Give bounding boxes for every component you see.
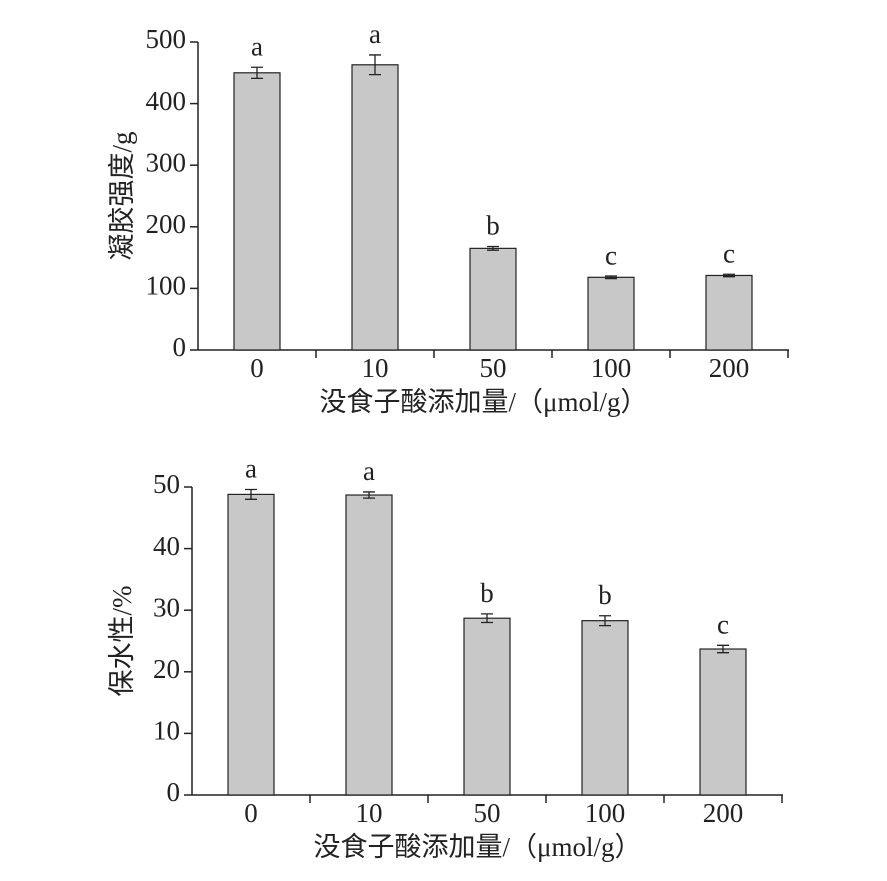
bar [463,617,511,796]
y-tick-label: 200 [146,209,187,239]
significance-letter: a [245,454,257,484]
y-tick-label: 50 [153,469,180,499]
x-tick-label: 200 [709,353,750,383]
significance-letter: b [598,580,612,610]
significance-letter: a [369,19,381,49]
y-tick-label: 0 [173,332,187,362]
error-bar [605,275,617,280]
x-axis-title: 没食子酸添加量/（μmol/g） [320,387,648,417]
y-tick-label: 0 [167,777,181,807]
error-bar [599,615,611,627]
x-tick-label: 200 [703,798,744,828]
bar [227,493,275,796]
bar [469,247,517,351]
x-tick-label: 50 [474,798,501,828]
x-tick-label: 10 [356,798,383,828]
bar [233,72,281,351]
y-tick-label: 30 [153,592,180,622]
y-axis-title: 保水性/% [107,586,137,697]
x-tick-label: 100 [585,798,626,828]
bar [587,276,635,351]
x-axis-title: 没食子酸添加量/（μmol/g） [314,832,642,862]
error-bar [723,273,735,278]
y-tick-label: 400 [146,86,187,116]
y-tick-label: 40 [153,531,180,561]
significance-letter: c [723,238,735,268]
significance-letter: a [251,31,263,61]
y-axis-title: 凝胶强度/g [107,131,137,260]
bar [581,620,629,796]
significance-letter: b [480,578,494,608]
x-tick-label: 0 [244,798,258,828]
bar [699,648,747,796]
significance-letter: c [717,610,729,640]
bar [705,274,753,351]
y-tick-label: 300 [146,147,187,177]
error-bar [363,491,375,499]
x-tick-label: 0 [250,353,264,383]
y-tick-label: 500 [146,24,187,54]
error-bar [481,613,493,624]
significance-letter: a [363,456,375,486]
y-tick-label: 10 [153,716,180,746]
x-tick-label: 50 [480,353,507,383]
error-bar [369,54,381,76]
error-bar [245,488,257,500]
bar [345,494,393,796]
x-tick-label: 10 [362,353,389,383]
bar [351,64,399,351]
x-tick-label: 100 [591,353,632,383]
significance-letter: c [605,240,617,270]
y-tick-label: 100 [146,271,187,301]
error-bar [717,644,729,654]
error-bar [487,245,499,251]
y-tick-label: 20 [153,654,180,684]
significance-letter: b [486,211,500,241]
error-bar [251,66,263,79]
